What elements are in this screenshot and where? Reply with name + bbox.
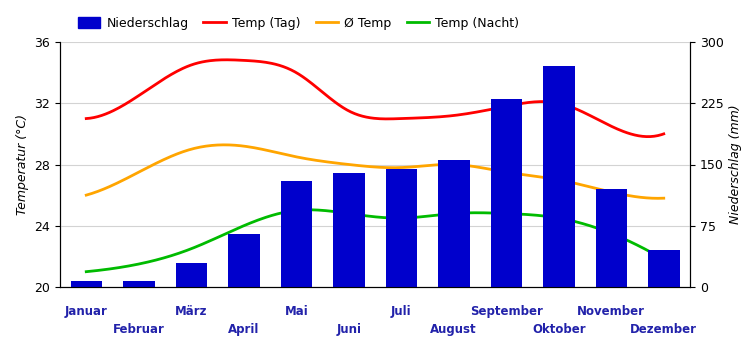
Text: März: März [175, 305, 208, 318]
Text: April: April [228, 323, 260, 336]
Text: November: November [578, 305, 645, 318]
Text: Januar: Januar [64, 305, 108, 318]
Text: Juni: Juni [336, 323, 362, 336]
Bar [280, 181, 312, 287]
Text: Mai: Mai [284, 305, 308, 318]
Y-axis label: Temperatur (°C): Temperatur (°C) [16, 114, 28, 215]
Y-axis label: Niederschlag (mm): Niederschlag (mm) [729, 105, 742, 224]
Text: September: September [470, 305, 543, 318]
Bar [648, 250, 680, 287]
Bar [333, 173, 364, 287]
Bar [543, 66, 574, 287]
Text: August: August [430, 323, 477, 336]
Legend: Niederschlag, Temp (Tag), Ø Temp, Temp (Nacht): Niederschlag, Temp (Tag), Ø Temp, Temp (… [73, 12, 524, 35]
Text: Oktober: Oktober [532, 323, 586, 336]
Text: Februar: Februar [112, 323, 165, 336]
Bar [490, 99, 522, 287]
Bar [123, 281, 154, 287]
Bar [176, 262, 207, 287]
Bar [596, 189, 627, 287]
Text: Juli: Juli [391, 305, 412, 318]
Bar [438, 160, 470, 287]
Bar [70, 281, 102, 287]
Text: Dezember: Dezember [630, 323, 698, 336]
Bar [386, 169, 417, 287]
Bar [228, 234, 260, 287]
